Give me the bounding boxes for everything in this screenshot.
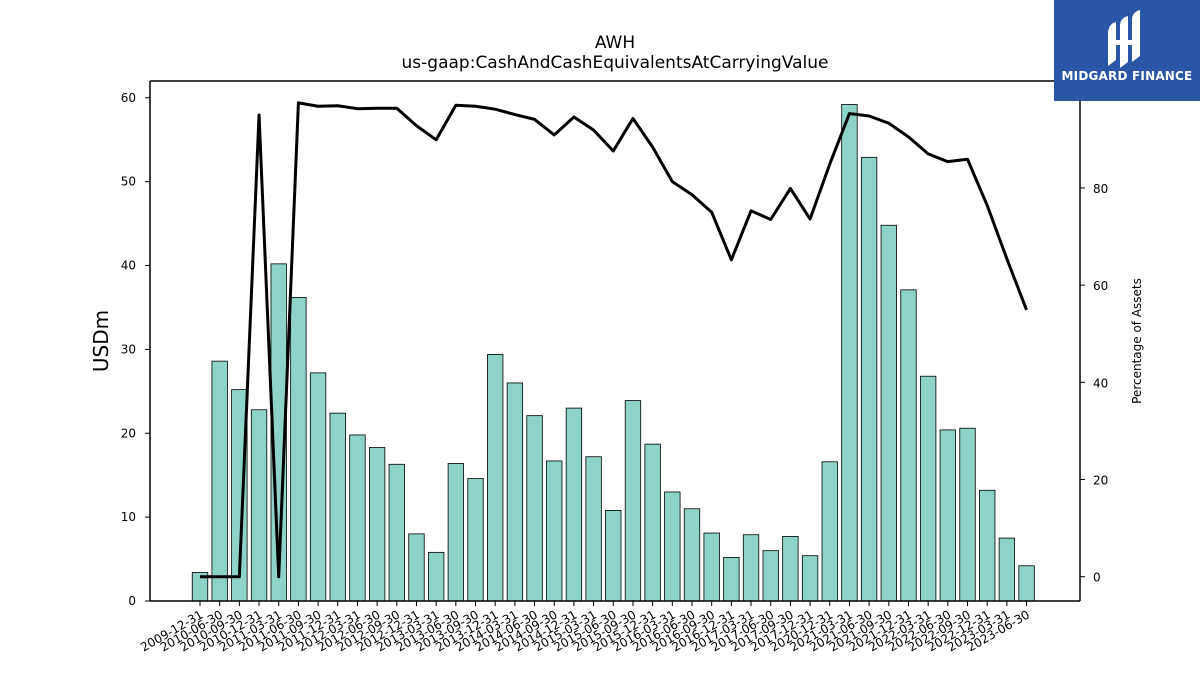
bar-2016-06-30 [683, 508, 701, 602]
logo-mark-icon [1108, 10, 1140, 68]
logo-text: MIDGARD FINANCE [1061, 69, 1193, 83]
bar-2022-09-30 [959, 427, 976, 602]
y2-tick-label: 60 [1093, 279, 1108, 293]
y2-axis-label: Percentage of Assets [1130, 278, 1144, 404]
bar-2016-03-31 [664, 491, 681, 602]
y2-tick-label: 20 [1093, 474, 1108, 488]
percentage-line [200, 101, 1028, 579]
bar-2014-03-31 [506, 382, 524, 602]
bar-series [191, 104, 1035, 602]
chart-title: AWH [595, 33, 635, 53]
bar-2011-06-30 [290, 296, 307, 602]
bar-2017-06-30 [762, 550, 779, 602]
bar-2023-03-31 [998, 537, 1016, 602]
bar-2015-03-31 [585, 456, 602, 602]
y-tick-label: 30 [121, 342, 136, 356]
bar-2015-06-30 [605, 510, 622, 602]
bar-2010-12-31 [250, 409, 268, 602]
y2-tick-label: 40 [1093, 376, 1108, 390]
bar-2015-09-30 [624, 400, 642, 602]
y-tick-label: 60 [121, 91, 136, 105]
bar-2013-06-30 [447, 463, 464, 602]
y-tick-label: 20 [121, 426, 136, 440]
bar-2022-06-30 [939, 429, 956, 602]
line-series [200, 101, 1028, 579]
bar-2023-06-30 [1018, 565, 1035, 602]
bar-2014-09-30 [546, 460, 563, 602]
bar-2012-12-31 [408, 533, 425, 602]
y-tick-label: 10 [121, 510, 136, 524]
bar-2016-12-31 [723, 556, 740, 602]
bar-2011-12-31 [329, 412, 346, 602]
bar-2014-12-31 [565, 407, 583, 602]
bar-2017-09-30 [782, 536, 799, 602]
bar-2017-12-31 [801, 555, 819, 602]
bar-2016-09-30 [703, 532, 720, 602]
chart-subtitle: us-gaap:CashAndCashEquivalentsAtCarrying… [402, 53, 829, 73]
bar-2012-03-31 [349, 434, 366, 602]
y2-tick-label: 0 [1093, 571, 1101, 585]
bar-2014-06-30 [526, 415, 543, 602]
bar-2015-12-31 [644, 443, 661, 602]
y-tick-label: 50 [121, 175, 136, 189]
bar-2013-09-30 [467, 478, 484, 602]
bar-2012-09-30 [388, 463, 405, 602]
y-axis-label: USDm [89, 310, 113, 372]
bar-2021-06-30 [860, 156, 878, 602]
bar-2013-03-31 [428, 551, 445, 602]
y-tick-label: 40 [121, 259, 136, 273]
bar-2012-06-30 [368, 447, 386, 602]
y-tick-label: 0 [128, 594, 136, 608]
bar-2022-03-31 [920, 375, 937, 602]
bar-2021-09-30 [880, 224, 897, 602]
bar-2021-03-31 [841, 104, 858, 602]
bar-2013-12-31 [487, 354, 504, 602]
brand-logo: MIDGARD FINANCE [1054, 0, 1200, 101]
axes: 01020304050600204060802009-12-312010-06-… [121, 80, 1108, 654]
bar-2010-06-30 [211, 360, 228, 602]
y2-tick-label: 80 [1093, 182, 1108, 196]
bar-2011-09-30 [309, 372, 327, 602]
bar-2020-12-31 [821, 461, 838, 602]
bar-2021-12-31 [900, 289, 917, 602]
bar-2017-03-31 [742, 534, 760, 602]
bar-2022-12-31 [979, 489, 996, 602]
